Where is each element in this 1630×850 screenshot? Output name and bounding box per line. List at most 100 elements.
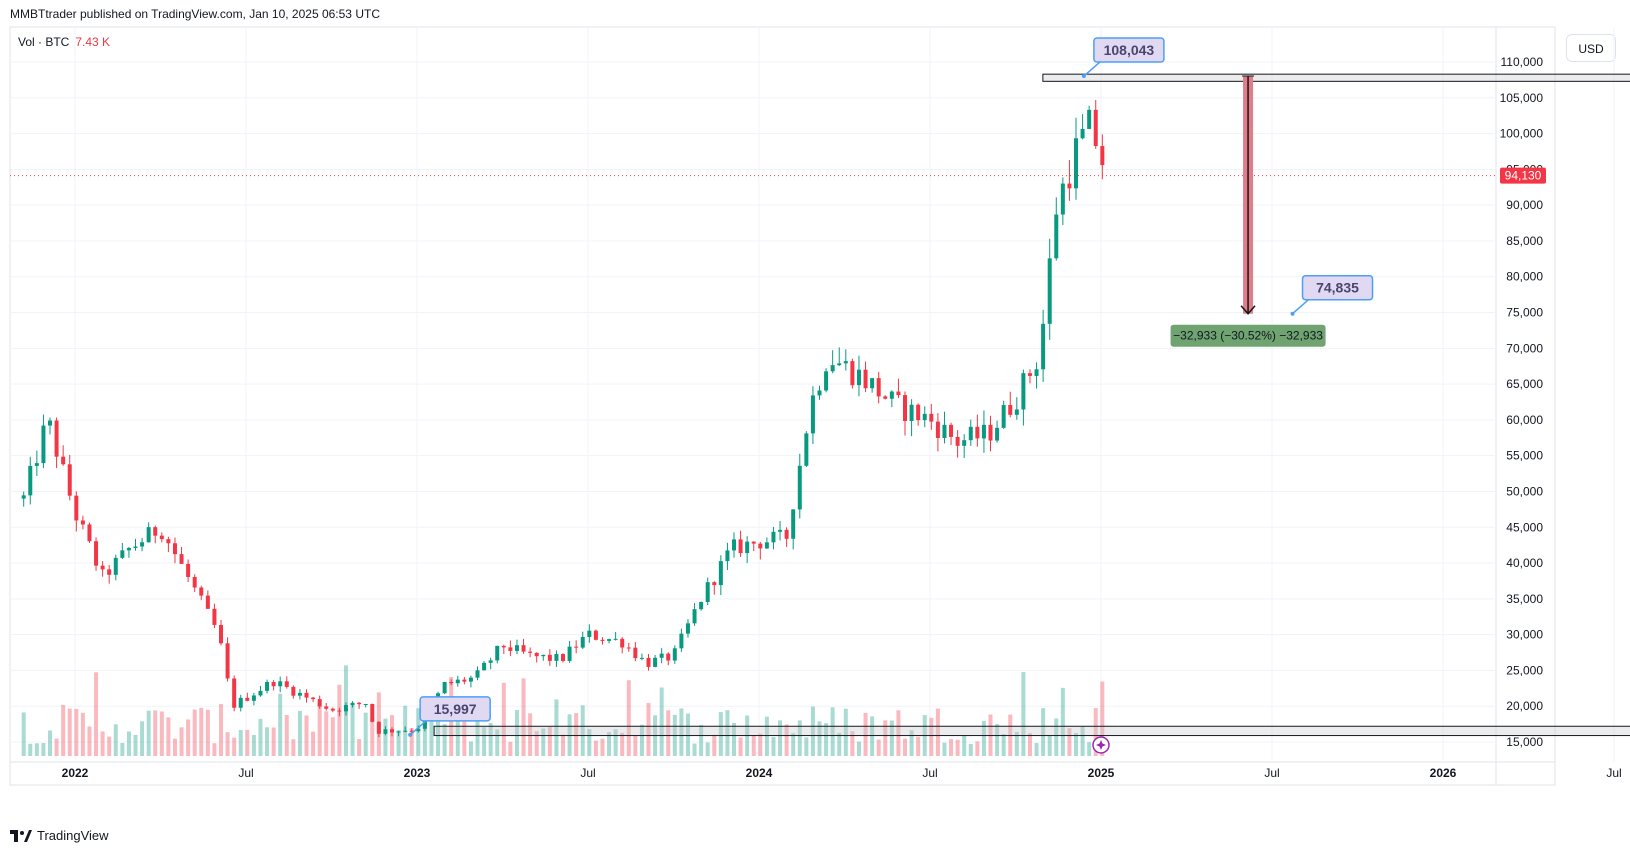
candle-body bbox=[179, 554, 184, 564]
candle-body bbox=[311, 697, 316, 700]
candle-body bbox=[922, 413, 927, 421]
candle-body bbox=[251, 695, 256, 701]
volume-bar bbox=[172, 738, 177, 756]
volume-bar bbox=[245, 729, 250, 756]
volume-bar bbox=[541, 728, 546, 756]
time-tick-label: Jul bbox=[922, 766, 937, 780]
volume-bar bbox=[482, 727, 487, 756]
volume-bar bbox=[153, 710, 158, 756]
volume-bar bbox=[876, 739, 881, 756]
bottom-support-band[interactable] bbox=[433, 725, 1630, 737]
volume-bar bbox=[521, 678, 526, 756]
candle-body bbox=[889, 391, 894, 399]
candle-body bbox=[646, 657, 651, 667]
top-resistance-band[interactable] bbox=[1042, 73, 1630, 82]
volume-bar bbox=[363, 712, 368, 756]
candle-body bbox=[580, 636, 585, 648]
volume-bar bbox=[265, 727, 270, 756]
volume-bar bbox=[1034, 743, 1039, 756]
price-tick-label: 80,000 bbox=[1506, 270, 1543, 284]
volume-bar bbox=[561, 734, 566, 756]
current-price-label: 94,130 bbox=[1505, 169, 1542, 183]
candle-body bbox=[804, 433, 809, 466]
callout-anchor-dot bbox=[1290, 311, 1295, 316]
candle-body bbox=[186, 563, 191, 577]
volume-bar bbox=[462, 712, 467, 756]
candle-body bbox=[1100, 146, 1105, 166]
candle-body bbox=[212, 608, 217, 625]
price-tick-label: 90,000 bbox=[1506, 198, 1543, 212]
drop-measure-label-box bbox=[1170, 324, 1326, 347]
volume-bar bbox=[528, 713, 533, 756]
candle-body bbox=[639, 657, 644, 659]
volume-bar bbox=[863, 712, 868, 756]
candle-body bbox=[1067, 183, 1072, 189]
price-tick-label: 55,000 bbox=[1506, 449, 1543, 463]
candle-body bbox=[909, 404, 914, 421]
volume-bar bbox=[1074, 733, 1079, 756]
volume-legend-value: 7.43 K bbox=[75, 35, 111, 49]
price-tick-label: 35,000 bbox=[1506, 592, 1543, 606]
volume-bar bbox=[626, 680, 631, 756]
candle-body bbox=[554, 654, 559, 661]
candle-body bbox=[975, 426, 980, 439]
candle-body bbox=[830, 365, 835, 372]
volume-bar bbox=[1060, 687, 1065, 756]
volume-bar bbox=[659, 687, 664, 756]
tradingview-logo-icon bbox=[10, 829, 32, 842]
candle-body bbox=[113, 557, 118, 575]
callout-anchor-dot bbox=[1081, 74, 1086, 79]
volume-bar bbox=[225, 732, 230, 756]
volume-bar bbox=[186, 719, 191, 756]
price-tick-label: 20,000 bbox=[1506, 699, 1543, 713]
tradingview-brand[interactable]: TradingView bbox=[10, 828, 109, 843]
price-callout-box[interactable] bbox=[1093, 37, 1165, 63]
candle-body bbox=[67, 464, 72, 496]
volume-bar bbox=[1080, 726, 1085, 756]
currency-button[interactable]: USD bbox=[1566, 34, 1616, 62]
volume-bar bbox=[620, 732, 625, 756]
volume-bar bbox=[80, 712, 85, 756]
sparkle-icon-glyph bbox=[1096, 740, 1106, 750]
price-tick-label: 45,000 bbox=[1506, 520, 1543, 534]
volume-bar bbox=[508, 741, 513, 756]
candle-body bbox=[672, 648, 677, 661]
volume-bar bbox=[41, 742, 46, 756]
volume-bar bbox=[199, 707, 204, 756]
price-callout-box[interactable] bbox=[419, 696, 491, 722]
price-tick-label: 25,000 bbox=[1506, 663, 1543, 677]
volume-bar bbox=[856, 741, 861, 756]
candle-body bbox=[995, 427, 1000, 441]
volume-bar bbox=[126, 731, 131, 756]
volume-bar bbox=[778, 720, 783, 756]
volume-bar bbox=[593, 740, 598, 756]
price-callout-box[interactable] bbox=[1301, 274, 1374, 301]
time-tick-label: 2026 bbox=[1430, 766, 1457, 780]
volume-bar bbox=[1054, 718, 1059, 756]
candle-body bbox=[21, 495, 26, 499]
volume-bar bbox=[495, 729, 500, 756]
candle-body bbox=[528, 651, 533, 653]
candle-body bbox=[468, 677, 473, 682]
volume-bar bbox=[238, 730, 243, 756]
time-tick-label: 2023 bbox=[404, 766, 431, 780]
candle-body bbox=[265, 682, 270, 691]
volume-bar bbox=[843, 708, 848, 756]
volume-bar bbox=[975, 741, 980, 756]
volume-bar bbox=[949, 739, 954, 756]
candle-body bbox=[482, 662, 487, 671]
volume-bar bbox=[732, 722, 737, 756]
volume-legend-label: Vol · BTC bbox=[18, 35, 70, 49]
candle-body bbox=[455, 679, 460, 684]
candle-body bbox=[232, 678, 237, 708]
volume-bar bbox=[28, 743, 33, 756]
candle-body bbox=[666, 653, 671, 661]
candle-body bbox=[547, 654, 552, 661]
price-tick-label: 110,000 bbox=[1501, 55, 1544, 69]
candle-body bbox=[593, 630, 598, 640]
drop-measure-label: −32,933 (−30.52%) −32,933 bbox=[1173, 329, 1323, 343]
volume-bar bbox=[574, 713, 579, 756]
candle-body bbox=[126, 547, 131, 551]
volume-bar bbox=[140, 721, 145, 756]
